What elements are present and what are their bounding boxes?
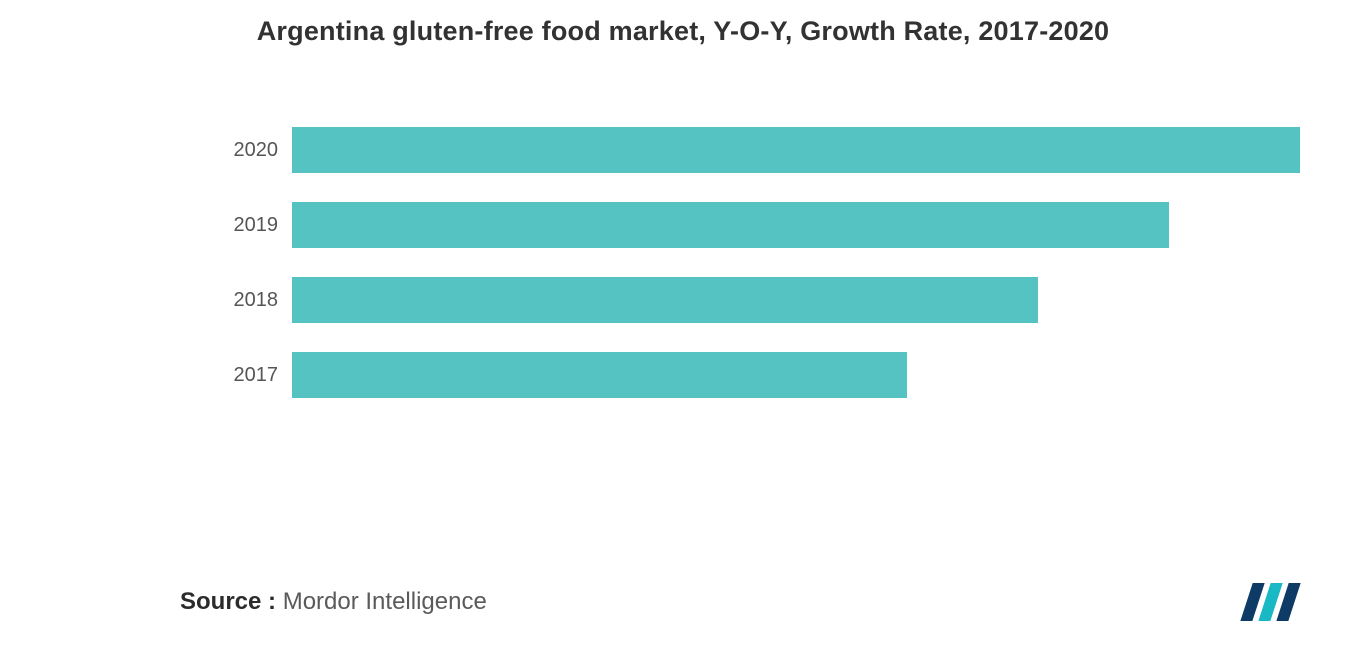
y-axis-label: 2018 <box>220 289 292 312</box>
bar <box>292 277 1038 323</box>
bar-track <box>292 127 1300 173</box>
bar-row: 2019 <box>220 195 1300 255</box>
mordor-logo-icon <box>1236 579 1326 625</box>
bar <box>292 127 1300 173</box>
bar-row: 2017 <box>220 345 1300 405</box>
y-axis-label: 2019 <box>220 214 292 237</box>
bar-row: 2020 <box>220 120 1300 180</box>
source-line: Source : Mordor Intelligence <box>180 588 487 616</box>
chart-container: Argentina gluten-free food market, Y-O-Y… <box>0 0 1366 655</box>
footer: Source : Mordor Intelligence <box>180 579 1326 625</box>
y-axis-label: 2020 <box>220 139 292 162</box>
chart-title: Argentina gluten-free food market, Y-O-Y… <box>30 16 1336 47</box>
bar-row: 2018 <box>220 270 1300 330</box>
bar-track <box>292 277 1300 323</box>
y-axis-label: 2017 <box>220 364 292 387</box>
source-label: Source : <box>180 588 276 615</box>
source-name: Mordor Intelligence <box>283 588 487 615</box>
bar-track <box>292 352 1300 398</box>
plot-area: 2020 2019 2018 2017 <box>220 120 1300 450</box>
bar <box>292 202 1169 248</box>
bar <box>292 352 907 398</box>
bar-track <box>292 202 1300 248</box>
